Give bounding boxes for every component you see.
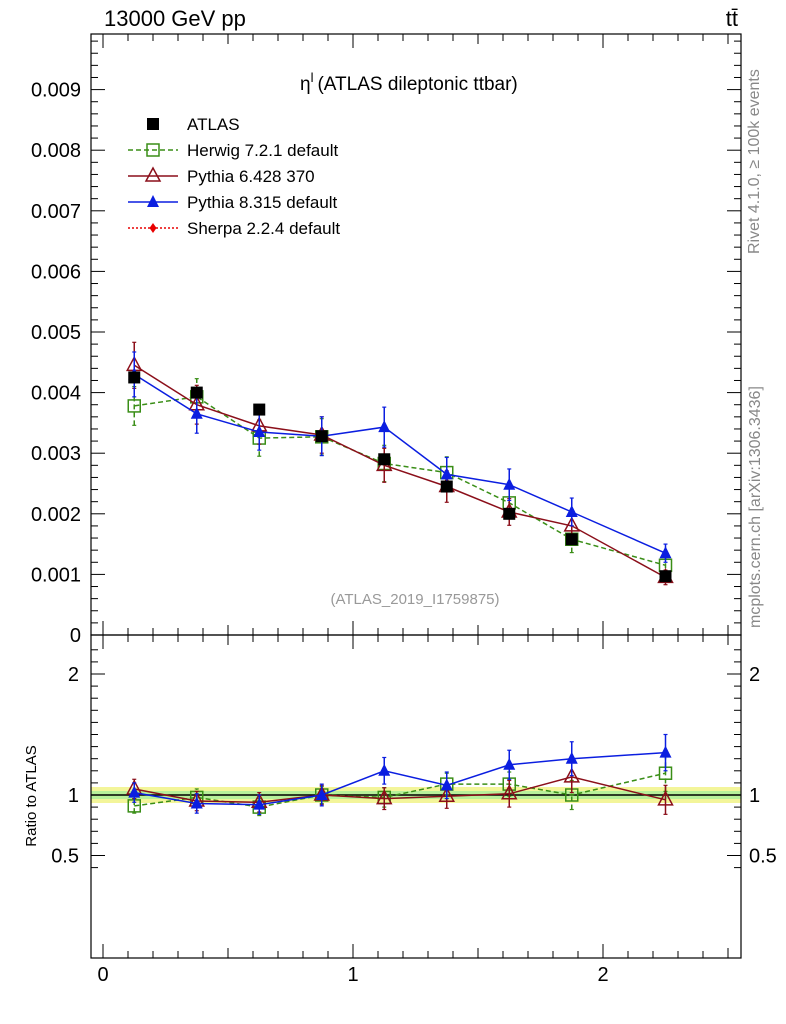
pythia6-point — [438, 786, 456, 802]
atlas-point — [440, 480, 453, 493]
ratio-y-tick-label: 0.5 — [51, 846, 79, 868]
pythia8-point — [503, 477, 516, 490]
ratio-y-tick-label: 1 — [68, 785, 79, 807]
analysis-tag: (ATLAS_2019_I1759875) — [330, 591, 499, 608]
pythia8-point — [253, 424, 266, 437]
title-symbol: η — [300, 74, 311, 95]
y-tick-label: 0.003 — [31, 443, 81, 465]
legend-marker-atlas — [147, 118, 159, 130]
herwig-line — [134, 396, 666, 567]
ratio-y-tick-label: 2 — [68, 664, 79, 686]
y-tick-label: 0.007 — [31, 201, 81, 223]
y-tick-label: 0.002 — [31, 504, 81, 526]
plot-title: ηl (ATLAS dileptonic ttbar) — [300, 70, 518, 95]
atlas-point — [659, 570, 672, 583]
x-tick-label: 1 — [347, 964, 358, 986]
pythia8-point — [378, 420, 391, 433]
ratio-y-tick-label-right: 1 — [749, 785, 760, 807]
pythia8-point — [315, 788, 328, 800]
pythia8-point — [128, 785, 141, 798]
pythia6-point — [563, 516, 581, 532]
pythia8-point — [659, 745, 672, 758]
legend-label-atlas: ATLAS — [187, 115, 240, 134]
pythia6-point — [500, 784, 518, 800]
pythia6-point — [563, 767, 581, 783]
pythia8-point — [190, 406, 203, 419]
process-label: tt̄ — [725, 6, 738, 31]
pythia8-point — [659, 546, 672, 559]
ratio-panel: 0.5 0.5 1 1 2 2 0 1 2 Ratio to ATLAS — [23, 634, 777, 986]
atlas-point — [315, 430, 328, 443]
legend-marker-pythia6 — [144, 166, 162, 182]
y-tick-label: 0.009 — [31, 80, 81, 102]
legend-marker-sherpa — [149, 223, 157, 233]
atlas-point — [503, 507, 516, 520]
legend-label-herwig: Herwig 7.2.1 default — [187, 141, 338, 160]
pythia8-point — [440, 467, 453, 480]
ratio-y-axis-label: Ratio to ATLAS — [23, 745, 40, 846]
pythia8-point — [378, 763, 391, 776]
y-tick-label: 0.001 — [31, 564, 81, 586]
y-tick-label: 0.004 — [31, 383, 81, 405]
x-tick-label: 2 — [597, 964, 608, 986]
legend-label-pythia8: Pythia 8.315 default — [187, 193, 338, 212]
pythia8-point — [565, 751, 578, 764]
y-tick-label: 0.005 — [31, 322, 81, 344]
atlas-point — [565, 533, 578, 546]
atlas-point — [253, 403, 266, 416]
title-superscript: l — [311, 70, 314, 85]
pythia6-line — [133, 364, 666, 579]
ratio-y-tick-label-right: 2 — [749, 664, 760, 686]
herwig-point — [127, 399, 141, 413]
pythia8-point — [253, 797, 266, 810]
atlas-point — [378, 453, 391, 466]
title-text: (ATLAS dileptonic ttbar) — [317, 74, 517, 95]
pythia8-point — [190, 796, 203, 809]
pythia8-point — [503, 757, 516, 770]
atlas-point — [128, 371, 141, 384]
legend-label-pythia6: Pythia 6.428 370 — [187, 167, 315, 186]
ratio-y-tick-label-right: 0.5 — [749, 846, 777, 868]
energy-label: 13000 GeV pp — [104, 6, 246, 31]
main-panel: 0 0.001 0.002 0.003 0.004 0.005 0.006 0.007 0.00… — [31, 33, 742, 647]
x-tick-label: 0 — [97, 964, 108, 986]
legend-marker-herwig — [146, 143, 160, 157]
y-tick-label: 0.006 — [31, 261, 81, 283]
pythia6-point — [375, 789, 393, 805]
legend-label-sherpa: Sherpa 2.2.4 default — [187, 219, 340, 238]
pythia8-line — [133, 373, 666, 554]
pythia8-point — [440, 778, 453, 791]
pythia8-point — [565, 504, 578, 517]
atlas-point — [190, 386, 203, 399]
y-tick-label: 0.008 — [31, 140, 81, 162]
ratio-frame — [90, 634, 742, 959]
pythia6-point — [657, 790, 674, 806]
y-tick-label: 0 — [70, 625, 81, 647]
legend-marker-pythia8 — [147, 195, 159, 207]
